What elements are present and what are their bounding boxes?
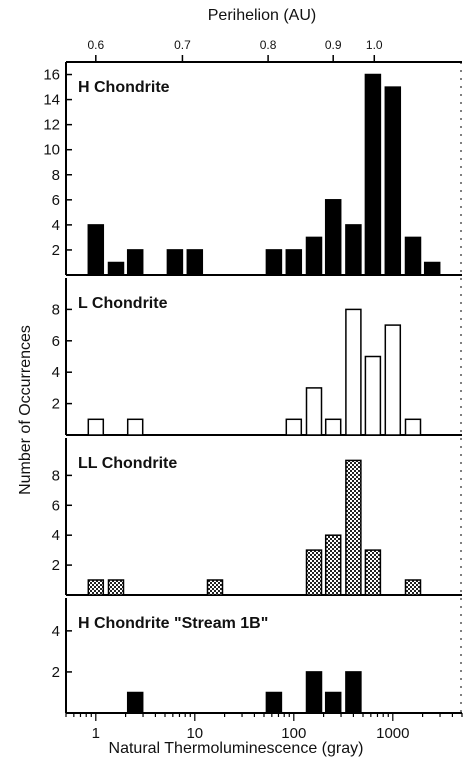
bar [345, 308, 362, 436]
panel-title: H Chondrite "Stream 1B" [78, 615, 268, 632]
y-tick-label: 8 [52, 467, 60, 484]
bar [107, 261, 125, 276]
bar [364, 355, 382, 436]
bar [364, 549, 382, 596]
y-tick-label: 10 [43, 142, 60, 159]
x-tick-label: 1 [92, 725, 100, 742]
panel-4: 2 4 H Chondrite "Stream 1B" [52, 598, 462, 714]
x-axis-title: Natural Thermoluminescence (gray) [109, 740, 364, 757]
y-tick-label: 12 [43, 117, 60, 134]
y-tick-label: 2 [52, 557, 60, 574]
y-axis-title: Number of Occurrences [17, 325, 34, 495]
y-tick-label: 2 [52, 664, 60, 681]
bar [126, 418, 144, 436]
top-tick-label: 0.9 [325, 38, 342, 52]
bar [324, 534, 342, 596]
top-tick-label: 1.0 [366, 38, 383, 52]
top-tick-label: 0.8 [260, 38, 277, 52]
y-tick-label: 8 [52, 167, 60, 184]
bottom-axis: 1 10 100 1000 [65, 713, 463, 742]
bar [126, 691, 144, 714]
bar [305, 549, 323, 596]
bar [285, 249, 303, 276]
bar [324, 199, 342, 276]
top-tick-label: 0.6 [87, 38, 104, 52]
bar [87, 224, 105, 276]
bar [107, 579, 125, 596]
x-tick-label: 1000 [376, 725, 409, 742]
bar [186, 249, 204, 276]
bar [404, 236, 422, 276]
panel-title: H Chondrite [78, 79, 170, 96]
panel-title: L Chondrite [78, 295, 168, 312]
bar [345, 459, 362, 596]
y-tick-label: 6 [52, 333, 60, 350]
bar [384, 86, 402, 276]
y-tick-label: 6 [52, 192, 60, 209]
bar [87, 418, 105, 436]
bar [384, 324, 402, 436]
bar [166, 249, 184, 276]
y-tick-label: 4 [52, 217, 60, 234]
panel-1: 2 4 6 8 10 12 14 16 H Chondrite [43, 62, 462, 276]
y-tick-label: 4 [52, 623, 60, 640]
top-axis-title: Perihelion (AU) [208, 7, 316, 24]
y-tick-label: 2 [52, 242, 60, 259]
bar [206, 579, 224, 596]
bar [126, 249, 144, 276]
panels: 2 4 6 8 10 12 14 16 H Chondrite 2 4 6 8 L Chondrite 2 4… [43, 62, 462, 714]
bar [364, 73, 382, 276]
bar [345, 224, 362, 276]
bar [265, 691, 283, 714]
x-tick-label: 10 [186, 725, 203, 742]
panel-title: LL Chondrite [78, 455, 177, 472]
bar [87, 579, 105, 596]
y-tick-label: 16 [43, 67, 60, 84]
bar [345, 671, 362, 714]
panel-2: 2 4 6 8 L Chondrite [52, 278, 462, 436]
bar [324, 418, 342, 436]
bar [305, 387, 323, 436]
y-tick-label: 8 [52, 301, 60, 318]
top-axis: 0.6 0.7 0.8 0.9 1.0 [66, 38, 462, 63]
top-tick-label: 0.7 [174, 38, 191, 52]
bar [305, 236, 323, 276]
y-tick-label: 4 [52, 527, 60, 544]
bar [324, 691, 342, 714]
y-tick-label: 14 [43, 92, 60, 109]
bar [404, 579, 422, 596]
bar [404, 418, 422, 436]
bar [265, 249, 283, 276]
bar [285, 418, 303, 436]
bar [305, 671, 323, 714]
bar [423, 261, 441, 276]
x-tick-label: 100 [281, 725, 306, 742]
y-tick-label: 2 [52, 396, 60, 413]
y-tick-label: 6 [52, 497, 60, 514]
y-tick-label: 4 [52, 364, 60, 381]
panel-3: 2 4 6 8 LL Chondrite [52, 438, 462, 596]
